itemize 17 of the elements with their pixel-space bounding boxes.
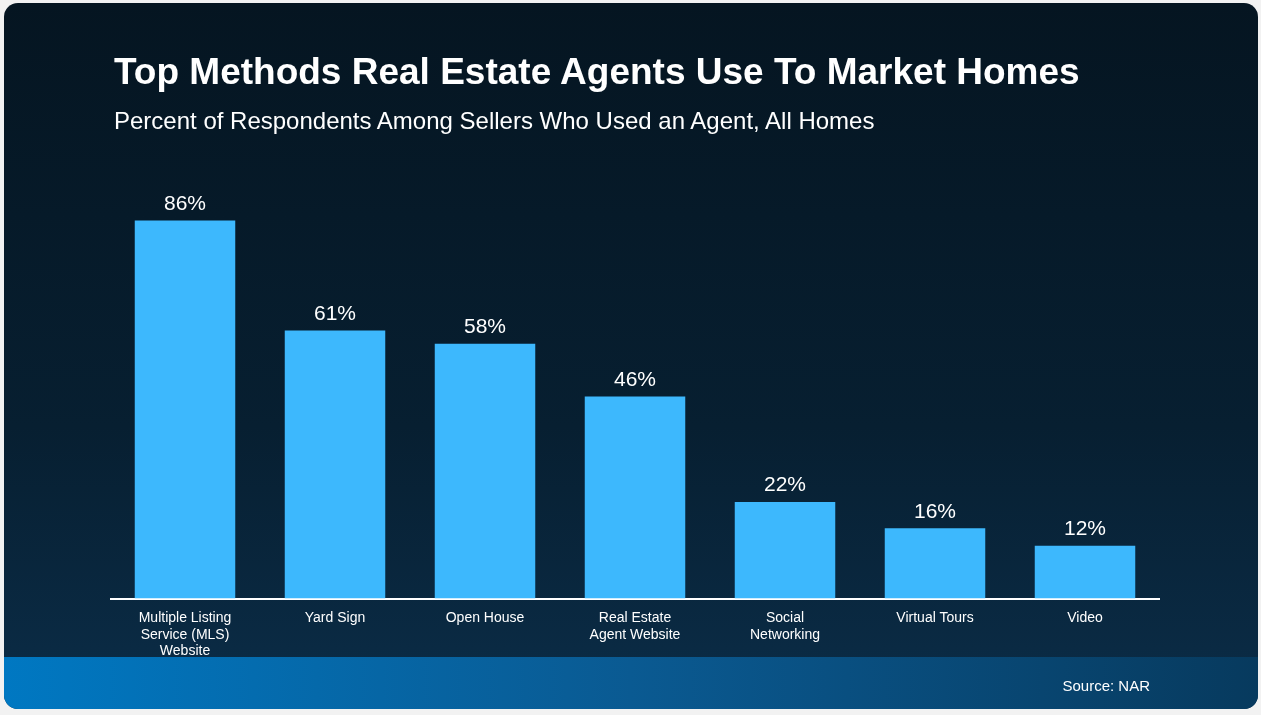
x-tick-label: Video (1067, 608, 1103, 625)
data-label: 58% (463, 313, 507, 337)
data-label: 16% (913, 498, 957, 522)
x-tick-label: Yard Sign (304, 608, 366, 625)
x-tick-label: Virtual Tours (896, 608, 974, 625)
data-label: 22% (763, 472, 807, 496)
data-label: 61% (313, 300, 357, 324)
x-tick-label: Social Networking (749, 608, 821, 642)
chart-title: Top Methods Real Estate Agents Use To Market Homes (114, 51, 1080, 93)
x-tick-label: Open House (445, 608, 525, 625)
data-label: 12% (1063, 516, 1107, 540)
x-tick-label: Real Estate Agent Website (589, 608, 681, 642)
x-tick-label: Multiple Listing Service (MLS) Website (138, 608, 232, 659)
data-label: 46% (613, 366, 657, 390)
data-label: 86% (163, 190, 207, 214)
chart-subtitle: Percent of Respondents Among Sellers Who Used an Agent, All Homes (114, 107, 875, 135)
source-note: Source: NAR (1062, 677, 1150, 694)
